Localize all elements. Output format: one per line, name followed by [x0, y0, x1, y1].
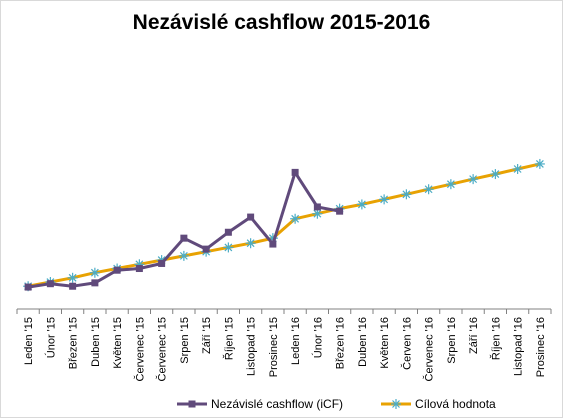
- x-tick-label: Duben '16: [357, 317, 369, 367]
- x-tick-label: Červenec '16: [423, 317, 436, 381]
- x-tick-label: Únor '16: [311, 317, 324, 358]
- chart-title: Nezávislé cashflow 2015-2016: [132, 11, 431, 34]
- x-tick-label: Říjen '16: [489, 317, 502, 360]
- x-tick-label: Květen '16: [379, 317, 391, 369]
- data-point: [158, 259, 166, 267]
- data-point: [313, 203, 321, 211]
- data-point: [336, 207, 344, 215]
- legend-marker: [188, 400, 196, 408]
- data-point: [423, 184, 434, 195]
- x-tick-label: Leden '15: [23, 317, 35, 365]
- data-point: [89, 267, 100, 278]
- x-tick-label: Prosinec '15: [268, 317, 280, 377]
- x-tick-label: Srpen '16: [446, 317, 458, 364]
- x-tick-label: Listopad '15: [246, 317, 258, 376]
- x-tick-label: Květen '15: [112, 317, 124, 369]
- x-tick-label: Září '15: [201, 317, 213, 354]
- data-point: [490, 169, 501, 180]
- data-point: [69, 282, 77, 290]
- legend: Nezávislé cashflow (iCF) Cílová hodnota: [177, 397, 496, 411]
- data-point: [223, 242, 234, 253]
- x-tick-label: Září '16: [468, 317, 480, 354]
- data-point: [24, 283, 32, 291]
- legend-label: Cílová hodnota: [415, 397, 496, 411]
- data-point: [178, 250, 189, 261]
- data-point: [91, 279, 99, 287]
- data-point: [379, 194, 390, 205]
- x-tick-label: Červenec '15: [156, 317, 169, 381]
- legend-marker: [391, 399, 401, 409]
- data-point: [356, 199, 367, 210]
- x-tick-label: Prosinec '16: [535, 317, 547, 377]
- data-point: [245, 238, 256, 249]
- x-tick-label: Březen '16: [335, 317, 347, 369]
- x-axis-ticks: [16, 309, 552, 314]
- data-point: [224, 228, 232, 236]
- data-point: [180, 234, 188, 242]
- x-tick-label: Červenec '15: [133, 317, 146, 381]
- data-point: [67, 272, 78, 283]
- x-tick-label: Říjen '15: [222, 317, 235, 360]
- series-line: [27, 162, 541, 288]
- data-point: [468, 174, 479, 185]
- data-point: [445, 179, 456, 190]
- x-tick-label: Duben '15: [90, 317, 102, 367]
- data-point: [269, 240, 277, 248]
- data-point: [135, 265, 143, 273]
- x-tick-label: Listopad '16: [513, 317, 525, 376]
- x-tick-label: Červen '16: [400, 317, 413, 370]
- data-point: [401, 189, 412, 200]
- x-tick-label: Únor '15: [44, 317, 57, 358]
- legend-label: Nezávislé cashflow (iCF): [211, 397, 343, 411]
- data-point: [113, 266, 121, 274]
- x-tick-label: Březen '15: [68, 317, 80, 369]
- series-line: [27, 170, 340, 289]
- data-point: [247, 213, 255, 221]
- x-axis-tick-labels: Leden '15 Únor '15 Březen '15 Duben '15 Květ…: [23, 317, 547, 381]
- x-tick-label: Leden '16: [290, 317, 302, 365]
- data-point: [534, 158, 545, 169]
- x-tick-label: Srpen '15: [179, 317, 191, 364]
- series-layer: [23, 158, 545, 292]
- data-point: [290, 213, 301, 224]
- data-point: [46, 280, 54, 288]
- data-point: [512, 164, 523, 175]
- data-point: [202, 245, 210, 253]
- data-point: [291, 168, 299, 176]
